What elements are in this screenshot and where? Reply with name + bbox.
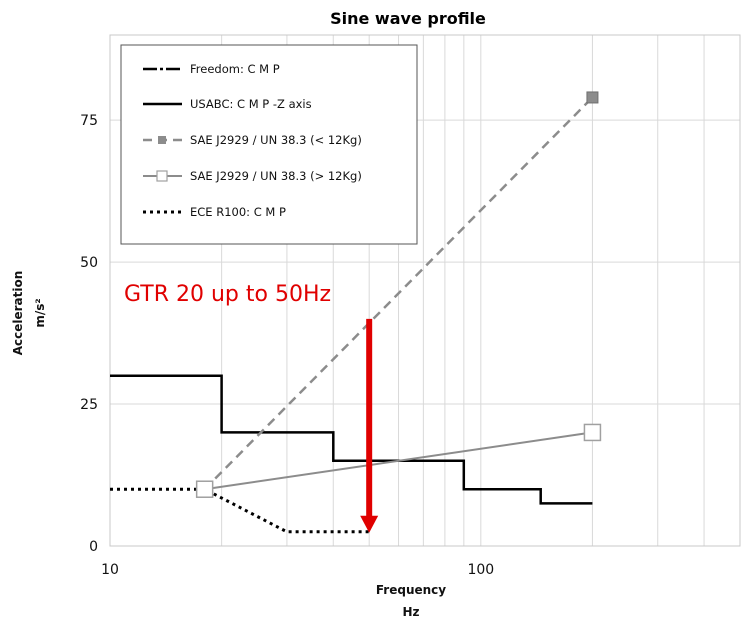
legend-label-1: Freedom: C M P (190, 62, 280, 76)
y-axis-unit: m/s² (33, 298, 47, 327)
y-tick-label: 50 (80, 255, 98, 271)
y-axis-label: Acceleration (11, 271, 25, 356)
legend-label-3: SAE J2929 / UN 38.3 (< 12Kg) (190, 133, 362, 147)
data-point-marker (584, 424, 600, 440)
legend-label-4: SAE J2929 / UN 38.3 (> 12Kg) (190, 169, 362, 183)
data-point-marker (197, 481, 213, 497)
chart-title: Sine wave profile (330, 9, 486, 28)
data-point-marker (587, 92, 598, 103)
y-tick-label: 25 (80, 397, 98, 413)
legend-marker (157, 171, 167, 181)
legend: Freedom: C M P USABC: C M P -Z axis SAE J2… (121, 45, 417, 244)
legend-label-2: USABC: C M P -Z axis (190, 97, 312, 111)
x-axis-label: Frequency (376, 583, 446, 597)
legend-marker (158, 136, 166, 144)
y-tick-label: 75 (80, 113, 98, 129)
x-tick-label: 10 (101, 562, 119, 578)
y-tick-label: 0 (89, 539, 98, 555)
x-axis-unit: Hz (402, 605, 419, 619)
annotation-label: GTR 20 up to 50Hz (124, 282, 331, 307)
x-tick-label: 100 (467, 562, 494, 578)
legend-label-5: ECE R100: C M P (190, 205, 286, 219)
